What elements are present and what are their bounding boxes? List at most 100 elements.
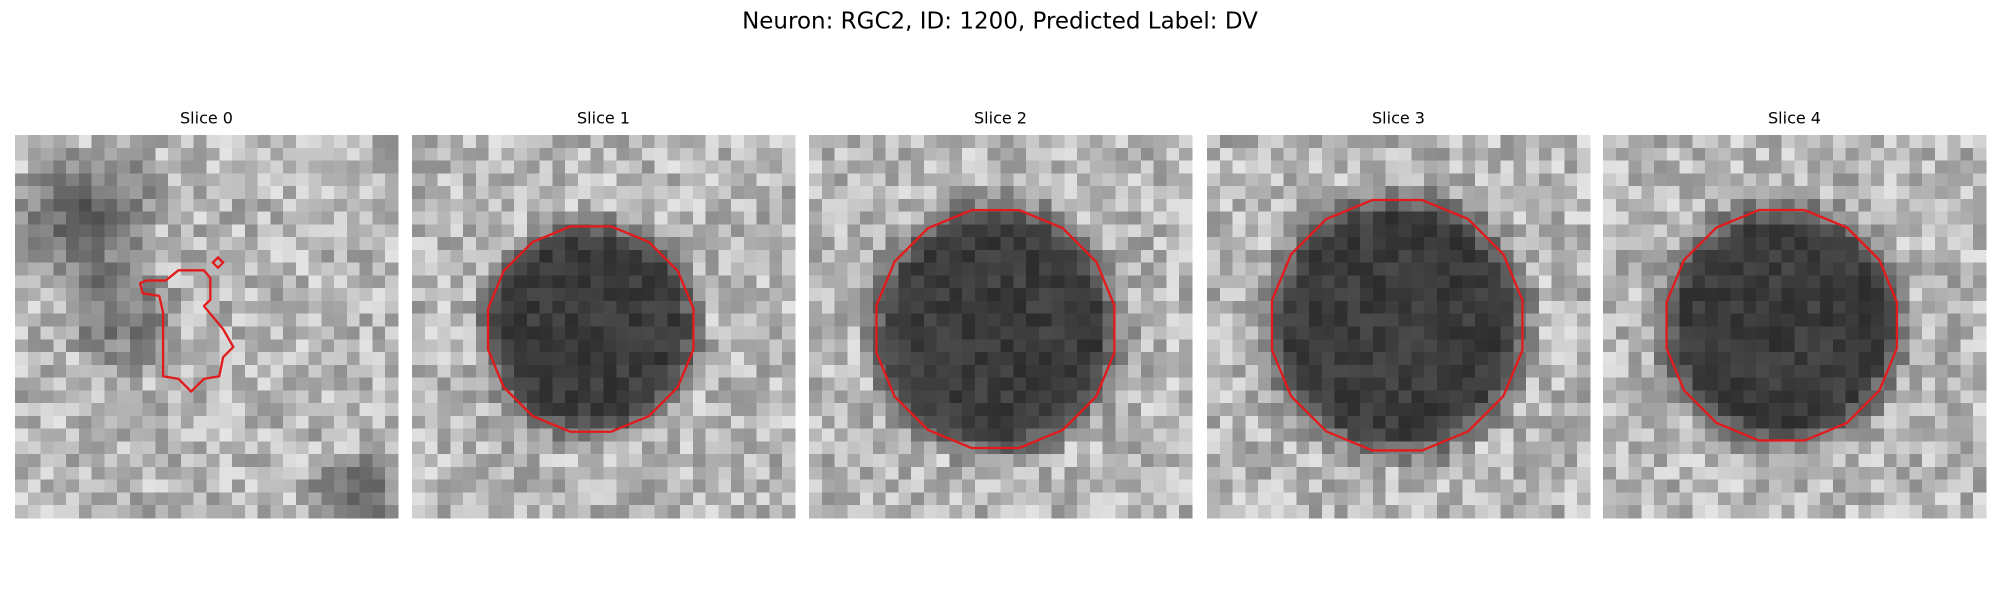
pixel [104,377,118,391]
pixel [1922,364,1936,378]
pixel [923,198,937,212]
pixel [488,441,502,455]
pixel [1102,479,1116,493]
pixel [232,377,246,391]
pixel [66,505,80,519]
pixel [565,339,579,353]
pixel [1270,377,1284,391]
pixel [501,262,515,276]
pixel [1717,403,1731,417]
pixel [1705,275,1719,289]
pixel [872,326,886,340]
pixel [1038,275,1052,289]
pixel [834,326,848,340]
pixel [1166,428,1180,442]
pixel [53,275,67,289]
pixel [1398,454,1412,468]
pixel [743,224,757,238]
pixel [1372,492,1386,506]
pixel [1934,492,1948,506]
pixel [117,390,131,404]
pixel [1883,428,1897,442]
pixel [1679,415,1693,429]
pixel [1051,492,1065,506]
pixel [1462,313,1476,327]
pixel [1089,479,1103,493]
pixel [257,479,271,493]
pixel [1577,288,1591,302]
pixel [206,160,220,174]
pixel [1089,147,1103,161]
pixel [616,352,630,366]
pixel [1603,262,1617,276]
pixel [1128,352,1142,366]
pixel [475,403,489,417]
pixel [232,186,246,200]
pixel [1309,275,1323,289]
pixel [1207,173,1221,187]
pixel [1102,249,1116,263]
pixel [1245,288,1259,302]
pixel [257,415,271,429]
pixel [1743,454,1757,468]
pixel [1411,300,1425,314]
pixel [334,428,348,442]
pixel [756,198,770,212]
pixel [1309,428,1323,442]
pixel [731,466,745,480]
pixel [1102,441,1116,455]
pixel [488,224,502,238]
pixel [1077,249,1091,263]
pixel [1360,390,1374,404]
pixel [654,198,668,212]
pixel [463,479,477,493]
pixel [1858,288,1872,302]
pixel [987,147,1001,161]
pixel [936,326,950,340]
pixel [1411,275,1425,289]
pixel [1115,492,1129,506]
pixel [1051,428,1065,442]
pixel [1666,313,1680,327]
pixel [1296,479,1310,493]
pixel [1258,403,1272,417]
pixel [1475,390,1489,404]
pixel [53,186,67,200]
pixel [1781,275,1795,289]
pixel [91,352,105,366]
pixel [1334,466,1348,480]
pixel [769,224,783,238]
pixel [180,249,194,263]
pixel [40,390,54,404]
pixel [936,186,950,200]
pixel [1089,326,1103,340]
pixel [1038,224,1052,238]
pixel [705,466,719,480]
pixel [1513,492,1527,506]
pixel [1513,186,1527,200]
pixel [641,466,655,480]
pixel [1922,313,1936,327]
pixel [1526,326,1540,340]
pixel [641,198,655,212]
pixel [27,466,41,480]
pixel [923,479,937,493]
pixel [1781,313,1795,327]
pixel [219,313,233,327]
pixel [463,403,477,417]
pixel [1347,147,1361,161]
pixel [385,198,399,212]
pixel [104,300,118,314]
pixel [1705,237,1719,251]
pixel [1781,352,1795,366]
pixel [756,390,770,404]
contour [1270,198,1524,452]
pixel [91,377,105,391]
pixel [1603,300,1617,314]
pixel [1270,262,1284,276]
pixel [692,466,706,480]
pixel [616,249,630,263]
pixel [1334,224,1348,238]
pixel [1309,441,1323,455]
pixel [1896,237,1910,251]
